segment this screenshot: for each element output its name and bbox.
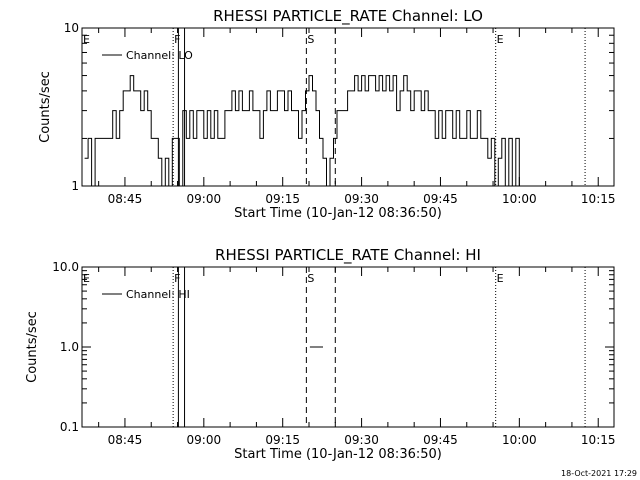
event-marker-label: E <box>83 272 90 285</box>
y-tick-label: 0.1 <box>60 420 79 434</box>
chart-title: RHESSI PARTICLE_RATE Channel: HI <box>215 246 481 265</box>
x-tick-label: 09:45 <box>423 433 458 447</box>
y-tick-label: 10 <box>64 21 79 35</box>
y-axis-label: Counts/sec <box>38 71 53 143</box>
y-axis-label: Counts/sec <box>25 311 40 383</box>
x-tick-label: 10:00 <box>502 433 537 447</box>
event-marker-label: F <box>174 33 180 46</box>
x-tick-label: 08:45 <box>108 433 143 447</box>
x-tick-label: 10:00 <box>502 192 537 206</box>
x-tick-label: 08:45 <box>108 192 143 206</box>
event-marker-label: F <box>174 272 180 285</box>
chart-lo-panel: RHESSI PARTICLE_RATE Channel: LO 1 10 08:45… <box>38 7 616 221</box>
x-tick-label: 09:45 <box>423 192 458 206</box>
event-marker-label: E <box>497 272 504 285</box>
x-tick-label: 10:15 <box>581 192 616 206</box>
x-tick-label: 10:15 <box>581 433 616 447</box>
event-marker-label: S <box>307 272 314 285</box>
x-tick-label: 09:15 <box>265 433 300 447</box>
event-marker-label: E <box>83 33 90 46</box>
event-marker-label: E <box>497 33 504 46</box>
x-axis-label: Start Time (10-Jan-12 08:36:50) <box>234 447 442 462</box>
x-tick-label: 09:00 <box>187 433 222 447</box>
chart-title: RHESSI PARTICLE_RATE Channel: LO <box>213 7 483 26</box>
y-tick-label: 10.0 <box>52 260 79 274</box>
x-tick-label: 09:00 <box>187 192 222 206</box>
footer-timestamp: 18-Oct-2021 17:29 <box>561 469 637 478</box>
y-tick-label: 1 <box>71 179 79 193</box>
x-axis-label: Start Time (10-Jan-12 08:36:50) <box>234 206 442 221</box>
legend-entry: Channel: HI <box>126 288 190 301</box>
x-tick-label: 09:30 <box>344 192 379 206</box>
y-tick-label: 1.0 <box>60 340 79 354</box>
legend-entry: Channel: LO <box>126 49 193 62</box>
chart-hi-panel: RHESSI PARTICLE_RATE Channel: HI 0.1 1.0 10… <box>25 246 616 462</box>
x-tick-label: 09:15 <box>265 192 300 206</box>
x-tick-label: 09:30 <box>344 433 379 447</box>
event-marker-label: S <box>307 33 314 46</box>
data-series-line <box>84 75 527 187</box>
